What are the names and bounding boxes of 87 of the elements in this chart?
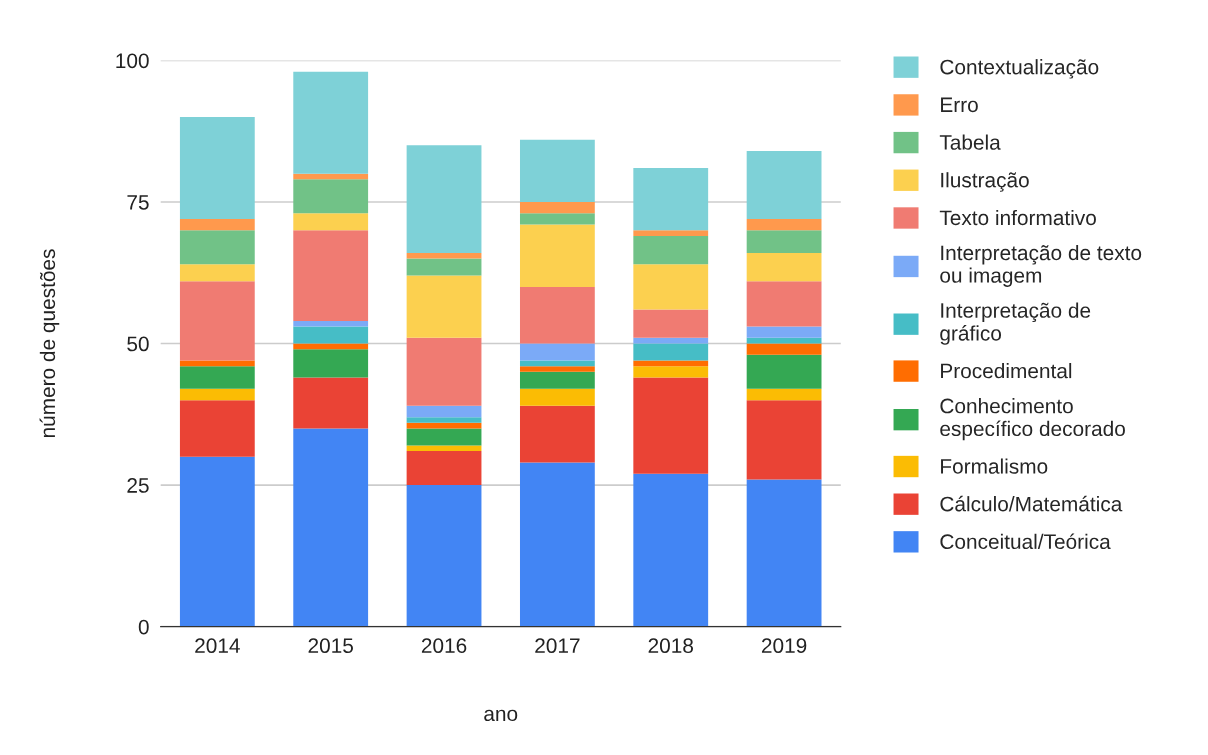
bar [406, 451, 482, 486]
bar [179, 230, 255, 265]
bar [293, 179, 369, 214]
bar [633, 167, 709, 231]
x-tick-label: 2015 [308, 638, 353, 654]
bar [633, 343, 709, 361]
legend-label: Contextualização [940, 59, 1099, 79]
bar [179, 400, 255, 457]
bar [633, 473, 709, 627]
bar [633, 366, 709, 378]
bar [633, 264, 709, 310]
y-tick-label: 50 [127, 336, 149, 352]
bar [406, 252, 482, 259]
bar [746, 337, 822, 344]
bar [519, 286, 595, 344]
bar [746, 479, 822, 627]
x-tick-label: 2019 [761, 638, 807, 654]
legend-label: Tabela [939, 134, 1001, 150]
bar [406, 485, 482, 627]
bar [406, 445, 482, 452]
bar [179, 366, 255, 389]
legend-label: Cálculo/Matemática [940, 495, 1123, 512]
bar [746, 326, 822, 338]
bar [519, 213, 595, 225]
bar [179, 218, 255, 231]
bar [179, 281, 255, 361]
bar [746, 218, 822, 231]
legend-label: Formalismo [941, 458, 1048, 474]
bar [293, 428, 369, 627]
bar [293, 230, 369, 321]
y-tick-label: 75 [127, 195, 149, 210]
bar [293, 320, 369, 327]
x-tick-label: 2018 [648, 638, 694, 654]
bar [633, 377, 709, 474]
x-tick-label: 2014 [195, 638, 240, 654]
bar [633, 230, 709, 236]
bar [746, 354, 822, 389]
x-tick-label: 2016 [421, 638, 467, 654]
bar [519, 371, 595, 389]
bar [519, 405, 595, 463]
bar [746, 230, 822, 253]
legend-label: Conhecimento específico decorado [940, 398, 1125, 441]
bar [179, 456, 255, 627]
y-tick-label: 25 [127, 478, 149, 493]
bar [406, 428, 482, 446]
bar [519, 343, 595, 361]
bar [406, 337, 482, 406]
legend-label: Interpretação de texto ou imagem [940, 244, 1142, 287]
bar [406, 275, 482, 338]
bar [293, 349, 369, 378]
bar [406, 145, 482, 253]
legend-label: Ilustração [941, 172, 1029, 192]
x-tick-label: 2017 [535, 638, 580, 654]
bar [746, 252, 822, 282]
y-tick-label: 100 [116, 53, 149, 69]
legend-label: Conceitual/Teórica [940, 533, 1111, 550]
bar [746, 343, 822, 355]
bar [746, 151, 822, 219]
bar [406, 417, 482, 423]
bar [406, 405, 482, 418]
bar [519, 462, 595, 627]
bar [519, 366, 595, 372]
bar [293, 377, 369, 429]
legend-label: Procedimental [941, 363, 1072, 379]
bar [293, 213, 369, 231]
bar [633, 309, 709, 338]
bar [746, 400, 822, 480]
bar [179, 264, 255, 282]
bar [179, 117, 255, 219]
legend-label: Texto informativo [939, 209, 1096, 226]
bar [293, 326, 369, 344]
bar [519, 201, 595, 214]
y-tick-label: 0 [138, 619, 149, 635]
bar [746, 388, 822, 401]
legend-label: Erro [941, 97, 978, 113]
bar [179, 388, 255, 401]
legend-label: Interpretação de gráfico [940, 302, 1091, 345]
bar [633, 337, 709, 344]
bar [519, 224, 595, 287]
bar [746, 281, 822, 327]
x-axis-title: ano [484, 709, 518, 722]
bar [406, 258, 482, 276]
bar [293, 71, 369, 174]
y-axis-title: número de questões [39, 249, 60, 438]
bar [519, 388, 595, 406]
bar [633, 235, 709, 265]
bar [519, 139, 595, 202]
